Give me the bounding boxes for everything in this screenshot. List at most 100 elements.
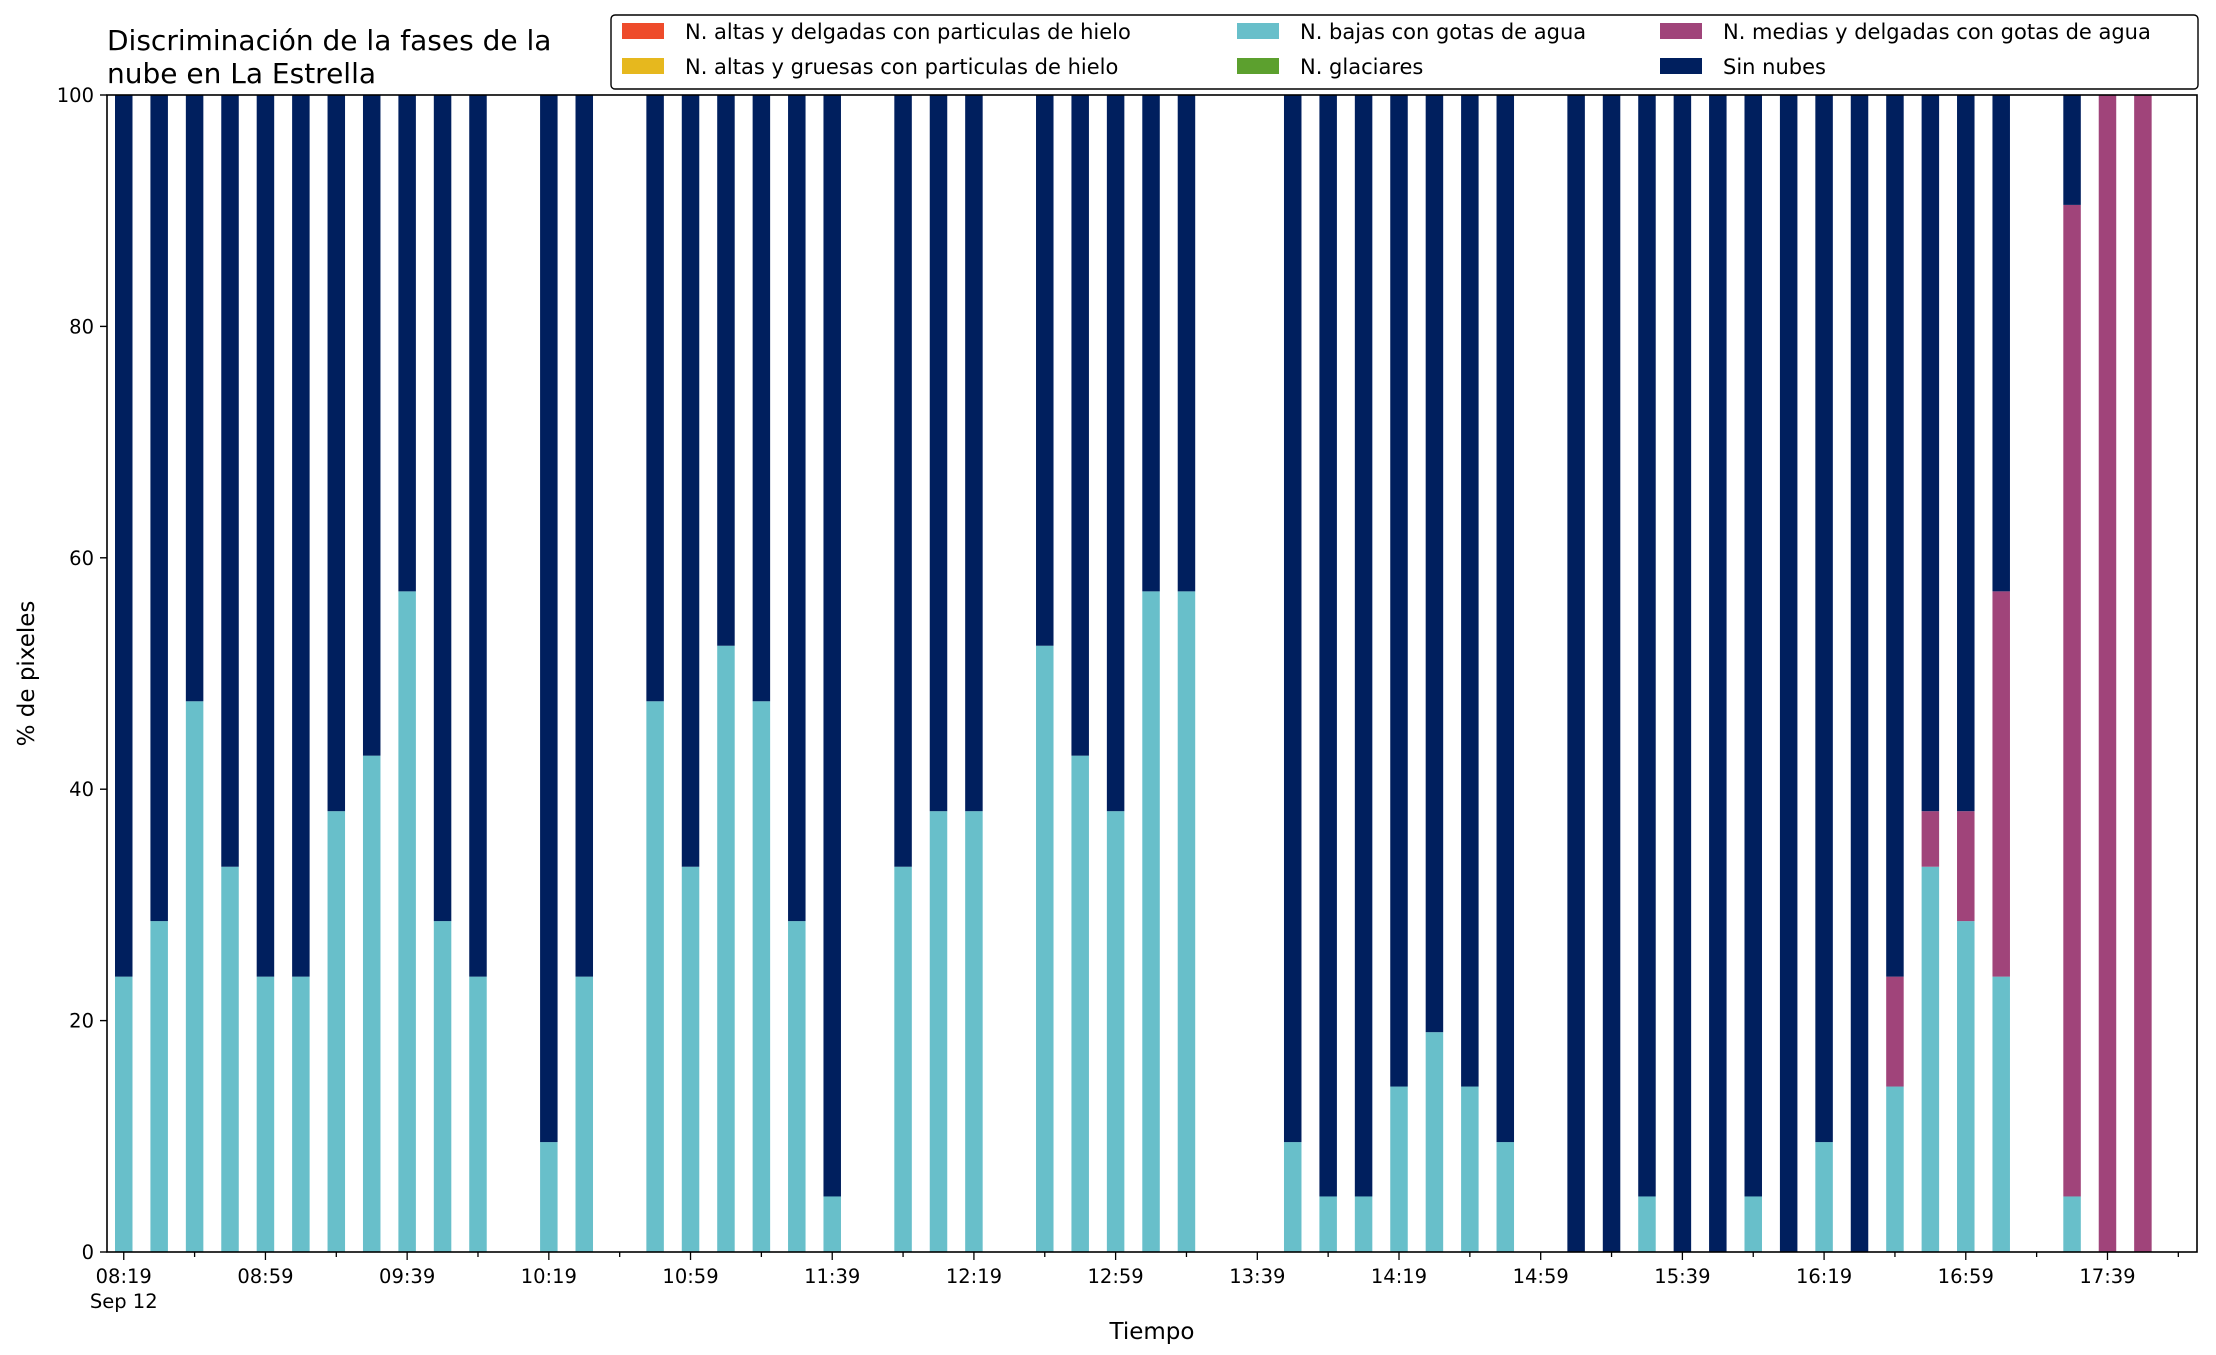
bar-segment	[2098, 95, 2117, 1252]
bar-segment	[1744, 95, 1762, 1197]
bar-segment	[1709, 95, 1727, 1252]
x-tick-label: 16:59	[1938, 1265, 1994, 1288]
y-axis: 0 20 40 60 80 100	[57, 84, 107, 1264]
legend-entry-label: N. medias y delgadas con gotas de agua	[1723, 20, 2151, 44]
bar-segment	[1815, 1142, 1833, 1252]
bar-segment	[1496, 1142, 1515, 1252]
bar-segment	[1142, 95, 1160, 592]
bar-segment	[292, 95, 310, 977]
bar-segment	[717, 95, 735, 646]
bar-segment	[1673, 95, 1692, 1252]
legend-swatch	[1660, 23, 1702, 39]
legend-swatch	[622, 58, 664, 74]
bar-segment	[1461, 1086, 1479, 1252]
bar-segment	[823, 95, 841, 1197]
bar-segment	[2063, 95, 2081, 205]
bar-segment	[788, 921, 806, 1252]
x-tick-label: 12:19	[946, 1265, 1002, 1288]
bar-segment	[1638, 95, 1656, 1197]
y-axis-label: % de pixeles	[14, 601, 40, 747]
bar-segment	[1957, 95, 1975, 812]
plot-frame	[106, 94, 2198, 1253]
bar-segment	[1425, 1032, 1444, 1252]
bar-segment	[1957, 811, 1975, 922]
bar-segment	[717, 645, 735, 1252]
bar-segment	[894, 866, 912, 1252]
bar-segment	[1921, 95, 1940, 812]
bar-segment	[1957, 921, 1975, 1252]
chart-title-line: nube en La Estrella	[107, 57, 376, 90]
bar-segment	[1390, 1086, 1408, 1252]
bar-segment	[362, 95, 381, 756]
chart-title-line: Discriminación de la fases de la	[107, 24, 551, 57]
legend-entry-label: Sin nubes	[1723, 55, 1826, 79]
bar-segment	[469, 95, 487, 977]
bar-segment	[894, 95, 912, 867]
y-tick-label: 0	[82, 1241, 94, 1264]
x-tick-label: 12:59	[1088, 1265, 1144, 1288]
bar-segment	[221, 95, 239, 867]
x-axis-label: Tiempo	[1109, 1319, 1195, 1345]
legend-swatch	[622, 23, 664, 39]
bar-segment	[1850, 95, 1869, 1252]
bar-segment	[929, 811, 948, 1252]
bar-segment	[1886, 976, 1904, 1087]
legend-swatch	[1237, 58, 1279, 74]
bar-segment	[256, 95, 275, 977]
x-tick-label: 17:39	[2079, 1265, 2135, 1288]
bar-segment	[115, 95, 133, 977]
bar-segment	[1815, 95, 1833, 1143]
bar-segment	[1283, 95, 1302, 1143]
bar-segment	[1106, 95, 1125, 812]
bar-segment	[1992, 95, 2010, 592]
legend-swatch	[1660, 58, 1702, 74]
bar-segment	[823, 1196, 841, 1252]
bar-segment	[1071, 755, 1089, 1252]
legend-swatch	[1237, 23, 1279, 39]
bar-segment	[469, 976, 487, 1252]
bar-segment	[1071, 95, 1089, 756]
x-tick-sublabel: Sep 12	[90, 1290, 158, 1313]
bar-segment	[1177, 591, 1196, 1252]
bar-segment	[221, 866, 239, 1252]
bar-segment	[1496, 95, 1515, 1143]
x-tick-label: 11:39	[804, 1265, 860, 1288]
bar-segment	[1354, 95, 1373, 1197]
bar-segment	[965, 811, 983, 1252]
bar-segment	[1390, 95, 1408, 1087]
bar-segment	[1921, 866, 1940, 1252]
bar-segment	[965, 95, 983, 812]
x-tick-label: 09:39	[379, 1265, 435, 1288]
bar-segment	[1744, 1196, 1762, 1252]
bar-segment	[327, 811, 346, 1252]
bar-segment	[115, 976, 133, 1252]
bar-segment	[292, 976, 310, 1252]
bar-segment	[1602, 95, 1621, 1252]
bar-segment	[1106, 811, 1125, 1252]
y-tick-label: 20	[69, 1010, 94, 1033]
legend-box	[610, 14, 2199, 90]
y-tick-label: 60	[69, 547, 94, 570]
legend: N. altas y delgadas con particulas de hi…	[610, 14, 2199, 90]
x-tick-label: 15:39	[1654, 1265, 1710, 1288]
bar-segment	[185, 95, 204, 702]
bar-segment	[752, 701, 771, 1252]
x-tick-label: 10:59	[662, 1265, 718, 1288]
bar-segment	[2063, 204, 2081, 1197]
bar-segment	[1319, 1196, 1337, 1252]
bars	[115, 95, 2152, 1252]
bar-segment	[540, 1142, 558, 1252]
y-tick-label: 80	[69, 315, 94, 338]
bar-segment	[788, 95, 806, 922]
bar-segment	[2063, 1196, 2081, 1252]
legend-entry-label: N. altas y gruesas con particulas de hie…	[685, 55, 1118, 79]
bar-segment	[752, 95, 771, 702]
x-tick-label: 08:19	[96, 1265, 152, 1288]
bar-segment	[1567, 95, 1585, 1252]
bar-segment	[1779, 95, 1798, 1252]
bar-segment	[1283, 1142, 1302, 1252]
bar-segment	[433, 95, 452, 922]
bar-segment	[575, 95, 594, 977]
